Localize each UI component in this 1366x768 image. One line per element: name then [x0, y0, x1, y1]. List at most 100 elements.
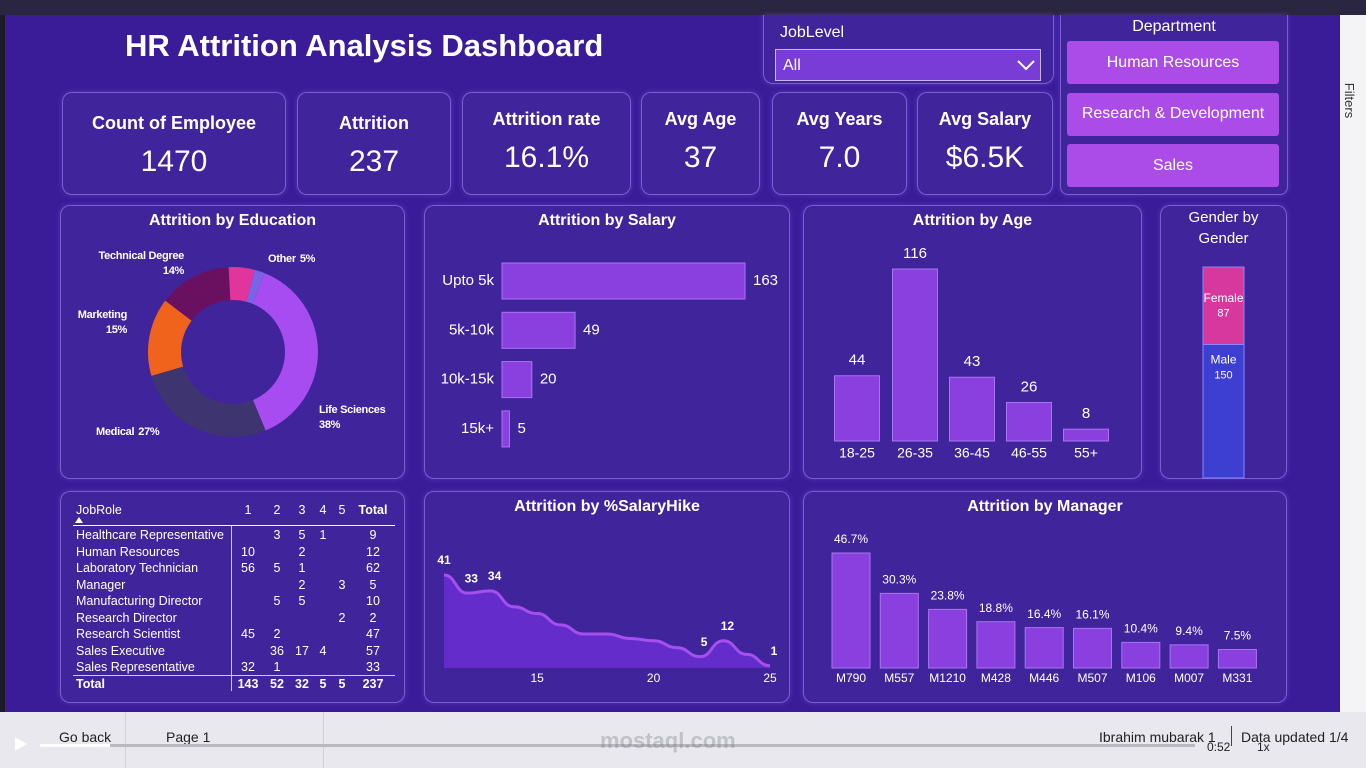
- table-cell: 36: [270, 643, 284, 658]
- chart-title: Attrition by Salary: [538, 212, 676, 229]
- chart-title: Gender by Gender: [1188, 209, 1259, 247]
- filters-label[interactable]: Filters: [1342, 82, 1358, 119]
- video-time: 0:52: [1207, 740, 1231, 754]
- table-cell: Total: [76, 676, 105, 691]
- table-cell: 5: [369, 577, 377, 592]
- table-cell: 62: [366, 561, 380, 575]
- dropdown[interactable]: All: [775, 49, 1041, 81]
- table-cell: 2: [338, 610, 346, 625]
- table-header: 2: [273, 503, 281, 517]
- department-button[interactable]: Human Resources: [1067, 41, 1279, 84]
- table-cell: 57: [366, 643, 380, 658]
- table-cell: 2: [298, 544, 306, 559]
- kpi-card: Attrition rate 16.1%: [462, 92, 631, 195]
- dashboard-title: HR Attrition Analysis Dashboard: [125, 28, 604, 63]
- divider: [125, 712, 126, 768]
- table-cell: Healthcare Representative: [76, 528, 224, 542]
- page-selector[interactable]: Page 1: [166, 729, 211, 745]
- kpi-value: 7.0: [818, 141, 861, 174]
- chart-panel: Attrition by Manager: [803, 491, 1287, 703]
- table-header: 1: [244, 503, 252, 517]
- slicer-label: JobLevel: [780, 24, 845, 41]
- table-cell: 5: [319, 676, 327, 691]
- header-rule: [73, 525, 395, 526]
- data-updated: Data updated 1/4: [1241, 729, 1349, 745]
- table-cell: 5: [338, 676, 346, 691]
- table-cell: Laboratory Technician: [76, 561, 199, 575]
- filters-pane[interactable]: Filters: [1340, 15, 1366, 712]
- watermark: mostaql.com: [600, 728, 736, 753]
- table-cell: 10: [241, 544, 255, 559]
- joblevel-slicer: JobLevel All: [763, 15, 1054, 84]
- chart-panel: Attrition by Age: [803, 205, 1142, 479]
- progress-played: [40, 744, 110, 747]
- table-cell: Human Resources: [76, 544, 180, 559]
- table-cell: 52: [270, 676, 284, 691]
- chart-panel: Attrition by Salary: [424, 205, 790, 479]
- table-header: Total: [358, 503, 388, 517]
- chart-title: Attrition by Education: [148, 212, 317, 229]
- table-cell: 1: [298, 561, 306, 575]
- kpi-card: Avg Years 7.0: [772, 92, 907, 195]
- table-cell: 5: [298, 528, 306, 542]
- table-cell: Research Scientist: [76, 627, 181, 641]
- table-cell: 1: [319, 528, 327, 542]
- chart-panel: Attrition by %SalaryHike: [424, 491, 790, 703]
- kpi-value: 1470: [140, 145, 208, 178]
- play-button[interactable]: [15, 737, 27, 751]
- table-cell: 2: [369, 610, 377, 625]
- table-header: 5: [338, 503, 346, 517]
- table-cell: 33: [366, 660, 380, 674]
- slicer-label: Department: [1132, 18, 1216, 35]
- kpi-value: 237: [348, 145, 400, 178]
- dropdown-chevron[interactable]: [1016, 59, 1036, 71]
- table-cell: Research Director: [76, 610, 177, 625]
- table-cell: 5: [298, 594, 306, 608]
- chart-panel: Gender by Gender: [1160, 205, 1287, 479]
- table-header: 3: [298, 503, 306, 517]
- dropdown-value[interactable]: All: [783, 57, 801, 74]
- kpi-label: Attrition rate: [492, 109, 601, 129]
- author: Ibrahim mubarak 1: [1099, 729, 1216, 745]
- table-cell: 45: [241, 627, 255, 641]
- column-rule: [231, 526, 232, 691]
- table-cell: Sales Executive: [76, 643, 165, 658]
- kpi-card: Attrition 237: [297, 92, 451, 195]
- progress-track: [40, 744, 1195, 747]
- divider: [1231, 726, 1232, 746]
- table-cell: 12: [366, 544, 380, 559]
- table-cell: 32: [295, 676, 309, 691]
- chart-title: Attrition by Age: [912, 212, 1033, 229]
- kpi-label: Avg Age: [664, 109, 737, 129]
- table-cell: Sales Representative: [76, 660, 195, 674]
- table-cell: 32: [241, 660, 255, 674]
- divider: [323, 712, 324, 768]
- sort-indicator: [75, 517, 83, 523]
- table-cell: Manager: [76, 577, 126, 592]
- chart-title: Attrition by %SalaryHike: [514, 498, 700, 515]
- total-rule: [73, 675, 395, 676]
- kpi-label: Avg Salary: [938, 109, 1032, 129]
- table-cell: 17: [295, 643, 309, 658]
- department-button[interactable]: Research & Development: [1067, 92, 1279, 136]
- table-cell: 47: [366, 627, 380, 641]
- table-cell: 10: [366, 594, 380, 608]
- go-back[interactable]: Go back: [59, 729, 112, 745]
- department-button[interactable]: Sales: [1067, 144, 1279, 187]
- table-panel: JobRole 1 2 3 4 5 Total Healthcare Representati…: [60, 491, 405, 703]
- kpi-label: Avg Years: [796, 109, 883, 129]
- player-bar: Go back Page 1 Ibrahim mubarak 1 Data updat…: [0, 712, 1366, 768]
- kpi-value: $6.5K: [945, 141, 1025, 174]
- table-cell: 3: [273, 528, 281, 542]
- chart-title: Attrition by Manager: [967, 498, 1123, 515]
- table-cell: 2: [298, 577, 306, 592]
- table-cell: 5: [273, 561, 281, 575]
- playback-speed[interactable]: 1x: [1257, 740, 1270, 754]
- table-cell: 237: [362, 676, 384, 691]
- kpi-card: Avg Age 37: [641, 92, 760, 195]
- table-cell: 4: [319, 643, 327, 658]
- table-cell: 1: [273, 660, 281, 674]
- table-cell: 2: [273, 627, 281, 641]
- chart-panel: Attrition by Education: [60, 205, 405, 479]
